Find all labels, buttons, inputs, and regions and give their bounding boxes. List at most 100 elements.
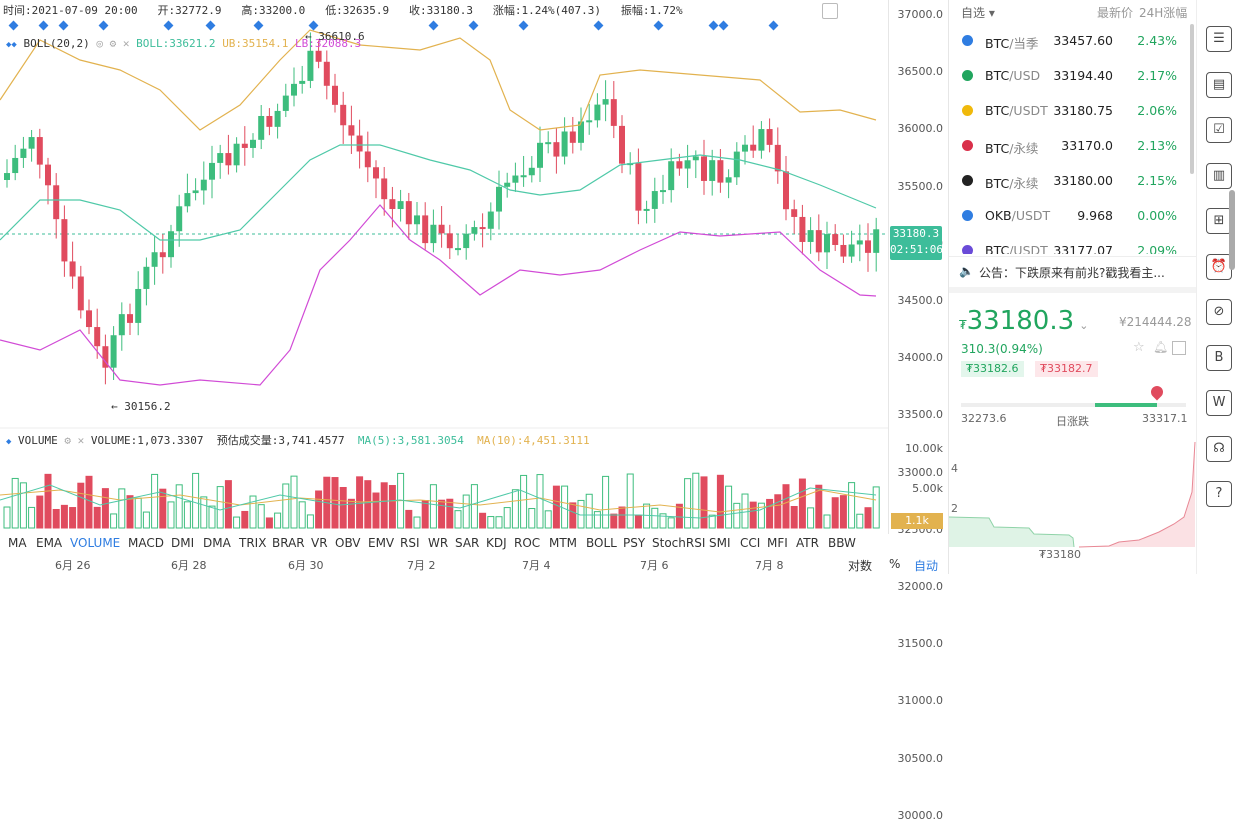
compass-icon[interactable]: ⊘: [1206, 299, 1232, 325]
indicator-tab-ma[interactable]: MA: [8, 536, 27, 550]
indicator-tab-mtm[interactable]: MTM: [549, 536, 578, 550]
volume-bar: [159, 488, 167, 529]
kline-chart-canvas[interactable]: [0, 0, 888, 534]
indicator-tab-bbw[interactable]: BBW: [828, 536, 856, 550]
indicator-tab-obv[interactable]: OBV: [335, 536, 361, 550]
best-ask[interactable]: ₮33182.7: [1035, 361, 1098, 377]
eye-icon[interactable]: ◎: [96, 37, 103, 50]
close-icon[interactable]: ✕: [77, 434, 85, 447]
help-icon[interactable]: ?: [1206, 481, 1232, 507]
price-column-header[interactable]: 最新价: [1097, 6, 1134, 20]
bell-icon[interactable]: 🔔︎: [1153, 340, 1169, 354]
collapse-icon[interactable]: ◆: [6, 437, 12, 447]
announcement-text: 公告：下跌原来有前兆?戳我看主...: [979, 266, 1165, 280]
signal-marker-icon: [58, 20, 69, 31]
indicator-tab-emv[interactable]: EMV: [368, 536, 395, 550]
collapse-icon[interactable]: ◆◆: [6, 40, 17, 50]
indicator-tab-sar[interactable]: SAR: [455, 536, 480, 550]
candle-body: [455, 248, 461, 251]
volume-bar: [585, 493, 593, 529]
indicator-tab-kdj[interactable]: KDJ: [486, 536, 507, 550]
news-icon[interactable]: ☰: [1206, 26, 1232, 52]
indicator-tab-dma[interactable]: DMA: [203, 536, 231, 550]
candle-body: [742, 144, 748, 152]
screenshot-icon[interactable]: [822, 3, 838, 19]
settings-icon[interactable]: ⚙: [64, 434, 72, 447]
info-open: 开:32772.9: [157, 4, 222, 17]
sidebar-scrollbar[interactable]: [1229, 190, 1235, 270]
change-column-header[interactable]: 24H涨幅: [1139, 6, 1188, 20]
depth-chart[interactable]: [949, 432, 1197, 574]
volume-bar: [659, 513, 667, 529]
candle-body: [291, 83, 297, 96]
close-icon[interactable]: ✕: [122, 37, 130, 50]
auto-scale-toggle[interactable]: 自动: [914, 559, 939, 573]
watchlist-row[interactable]: BTC/USD 33194.40 2.17%: [949, 59, 1189, 94]
indicator-tab-psy[interactable]: PSY: [623, 536, 646, 550]
price-dropdown-icon[interactable]: ⌄: [1079, 319, 1089, 332]
volume-ma10: MA(10):4,451.3111: [477, 434, 590, 447]
volume-value: VOLUME:1,073.3307: [90, 434, 204, 447]
indicator-tab-vr[interactable]: VR: [311, 536, 328, 550]
announcement-bar[interactable]: 🔈 公告：下跌原来有前兆?戳我看主...: [949, 256, 1197, 293]
bar-chart-icon[interactable]: ▥: [1206, 162, 1232, 189]
indicator-tab-brar[interactable]: BRAR: [272, 536, 305, 550]
candle-body: [266, 115, 273, 127]
log-scale-toggle[interactable]: 对数: [848, 559, 873, 573]
indicator-tab-trix[interactable]: TRIX: [239, 536, 267, 550]
volume-bar: [421, 499, 429, 529]
indicator-tab-ema[interactable]: EMA: [36, 536, 63, 550]
watchlist-row[interactable]: OKB/USDT 9.968 0.00%: [949, 199, 1189, 234]
volume-bar: [741, 493, 749, 529]
coin-icon: [962, 70, 973, 81]
percent-toggle[interactable]: %: [889, 557, 901, 571]
indicator-tab-wr[interactable]: WR: [428, 536, 449, 550]
notes-icon[interactable]: ▤: [1206, 71, 1232, 98]
indicator-tab-cci[interactable]: CCI: [740, 536, 761, 550]
volume-bar: [569, 502, 577, 529]
current-volume-label: 1.1k: [891, 513, 943, 529]
indicator-tab-smi[interactable]: SMI: [709, 536, 731, 550]
indicator-tab-macd[interactable]: MACD: [128, 536, 164, 550]
indicator-tab-volume[interactable]: VOLUME: [70, 536, 121, 550]
b-document-icon[interactable]: B: [1206, 344, 1232, 371]
candle-body: [315, 50, 322, 62]
favorite-star-icon[interactable]: ☆: [1133, 340, 1145, 355]
expand-icon[interactable]: [1172, 341, 1186, 355]
candle-body: [635, 163, 642, 211]
candle-body: [873, 229, 880, 253]
watchlist-row[interactable]: BTC/USDT 33177.07 2.09%: [949, 234, 1189, 254]
kline-chart-area[interactable]: 时间:2021-07-09 20:00 开:32772.9 高:33200.0 …: [0, 0, 888, 574]
volume-bar: [224, 480, 232, 529]
indicator-tab-roc[interactable]: ROC: [514, 536, 541, 550]
pair-name: BTC/永续: [985, 176, 1039, 191]
volume-axis[interactable]: 10.00k 5.00k 1.1k: [888, 430, 949, 534]
watchlist-row[interactable]: BTC/永续 33170.0 2.13%: [949, 129, 1189, 164]
settings-icon[interactable]: ⚙: [109, 37, 117, 50]
watchlist-row[interactable]: BTC/当季 33457.60 2.43%: [949, 24, 1189, 59]
volume-bar: [790, 506, 798, 529]
indicator-tab-rsi[interactable]: RSI: [400, 536, 420, 550]
indicator-tab-boll[interactable]: BOLL: [586, 536, 617, 550]
indicator-tab-stochrsi[interactable]: StochRSI: [652, 536, 706, 550]
volume-bar: [233, 516, 241, 529]
clipboard-check-icon[interactable]: ☑: [1206, 117, 1232, 143]
w-window-icon[interactable]: W: [1206, 390, 1232, 416]
candle-body: [594, 104, 601, 121]
price-axis[interactable]: 37000.036500.036000.035500.035000.034500…: [888, 0, 949, 822]
indicator-tab-dmi[interactable]: DMI: [171, 536, 195, 550]
indicator-tab-mfi[interactable]: MFI: [767, 536, 788, 550]
watchlist-tab[interactable]: 自选 ▾: [961, 6, 995, 20]
coin-icon: [962, 35, 973, 46]
candle-body: [487, 211, 494, 229]
cny-price: ¥214444.28: [1119, 315, 1192, 329]
watchlist-row[interactable]: BTC/USDT 33180.75 2.06%: [949, 94, 1189, 129]
signal-marker-icon: [428, 20, 439, 31]
best-bid[interactable]: ₮33182.6: [961, 361, 1024, 377]
watchlist-row[interactable]: BTC/永续 33180.00 2.15%: [949, 164, 1189, 199]
watchlist-scrollbar[interactable]: [1190, 24, 1194, 174]
candle-body: [209, 162, 215, 180]
indicator-tab-atr[interactable]: ATR: [796, 536, 819, 550]
headset-icon[interactable]: ☊: [1206, 435, 1232, 462]
candle-body: [848, 244, 855, 257]
